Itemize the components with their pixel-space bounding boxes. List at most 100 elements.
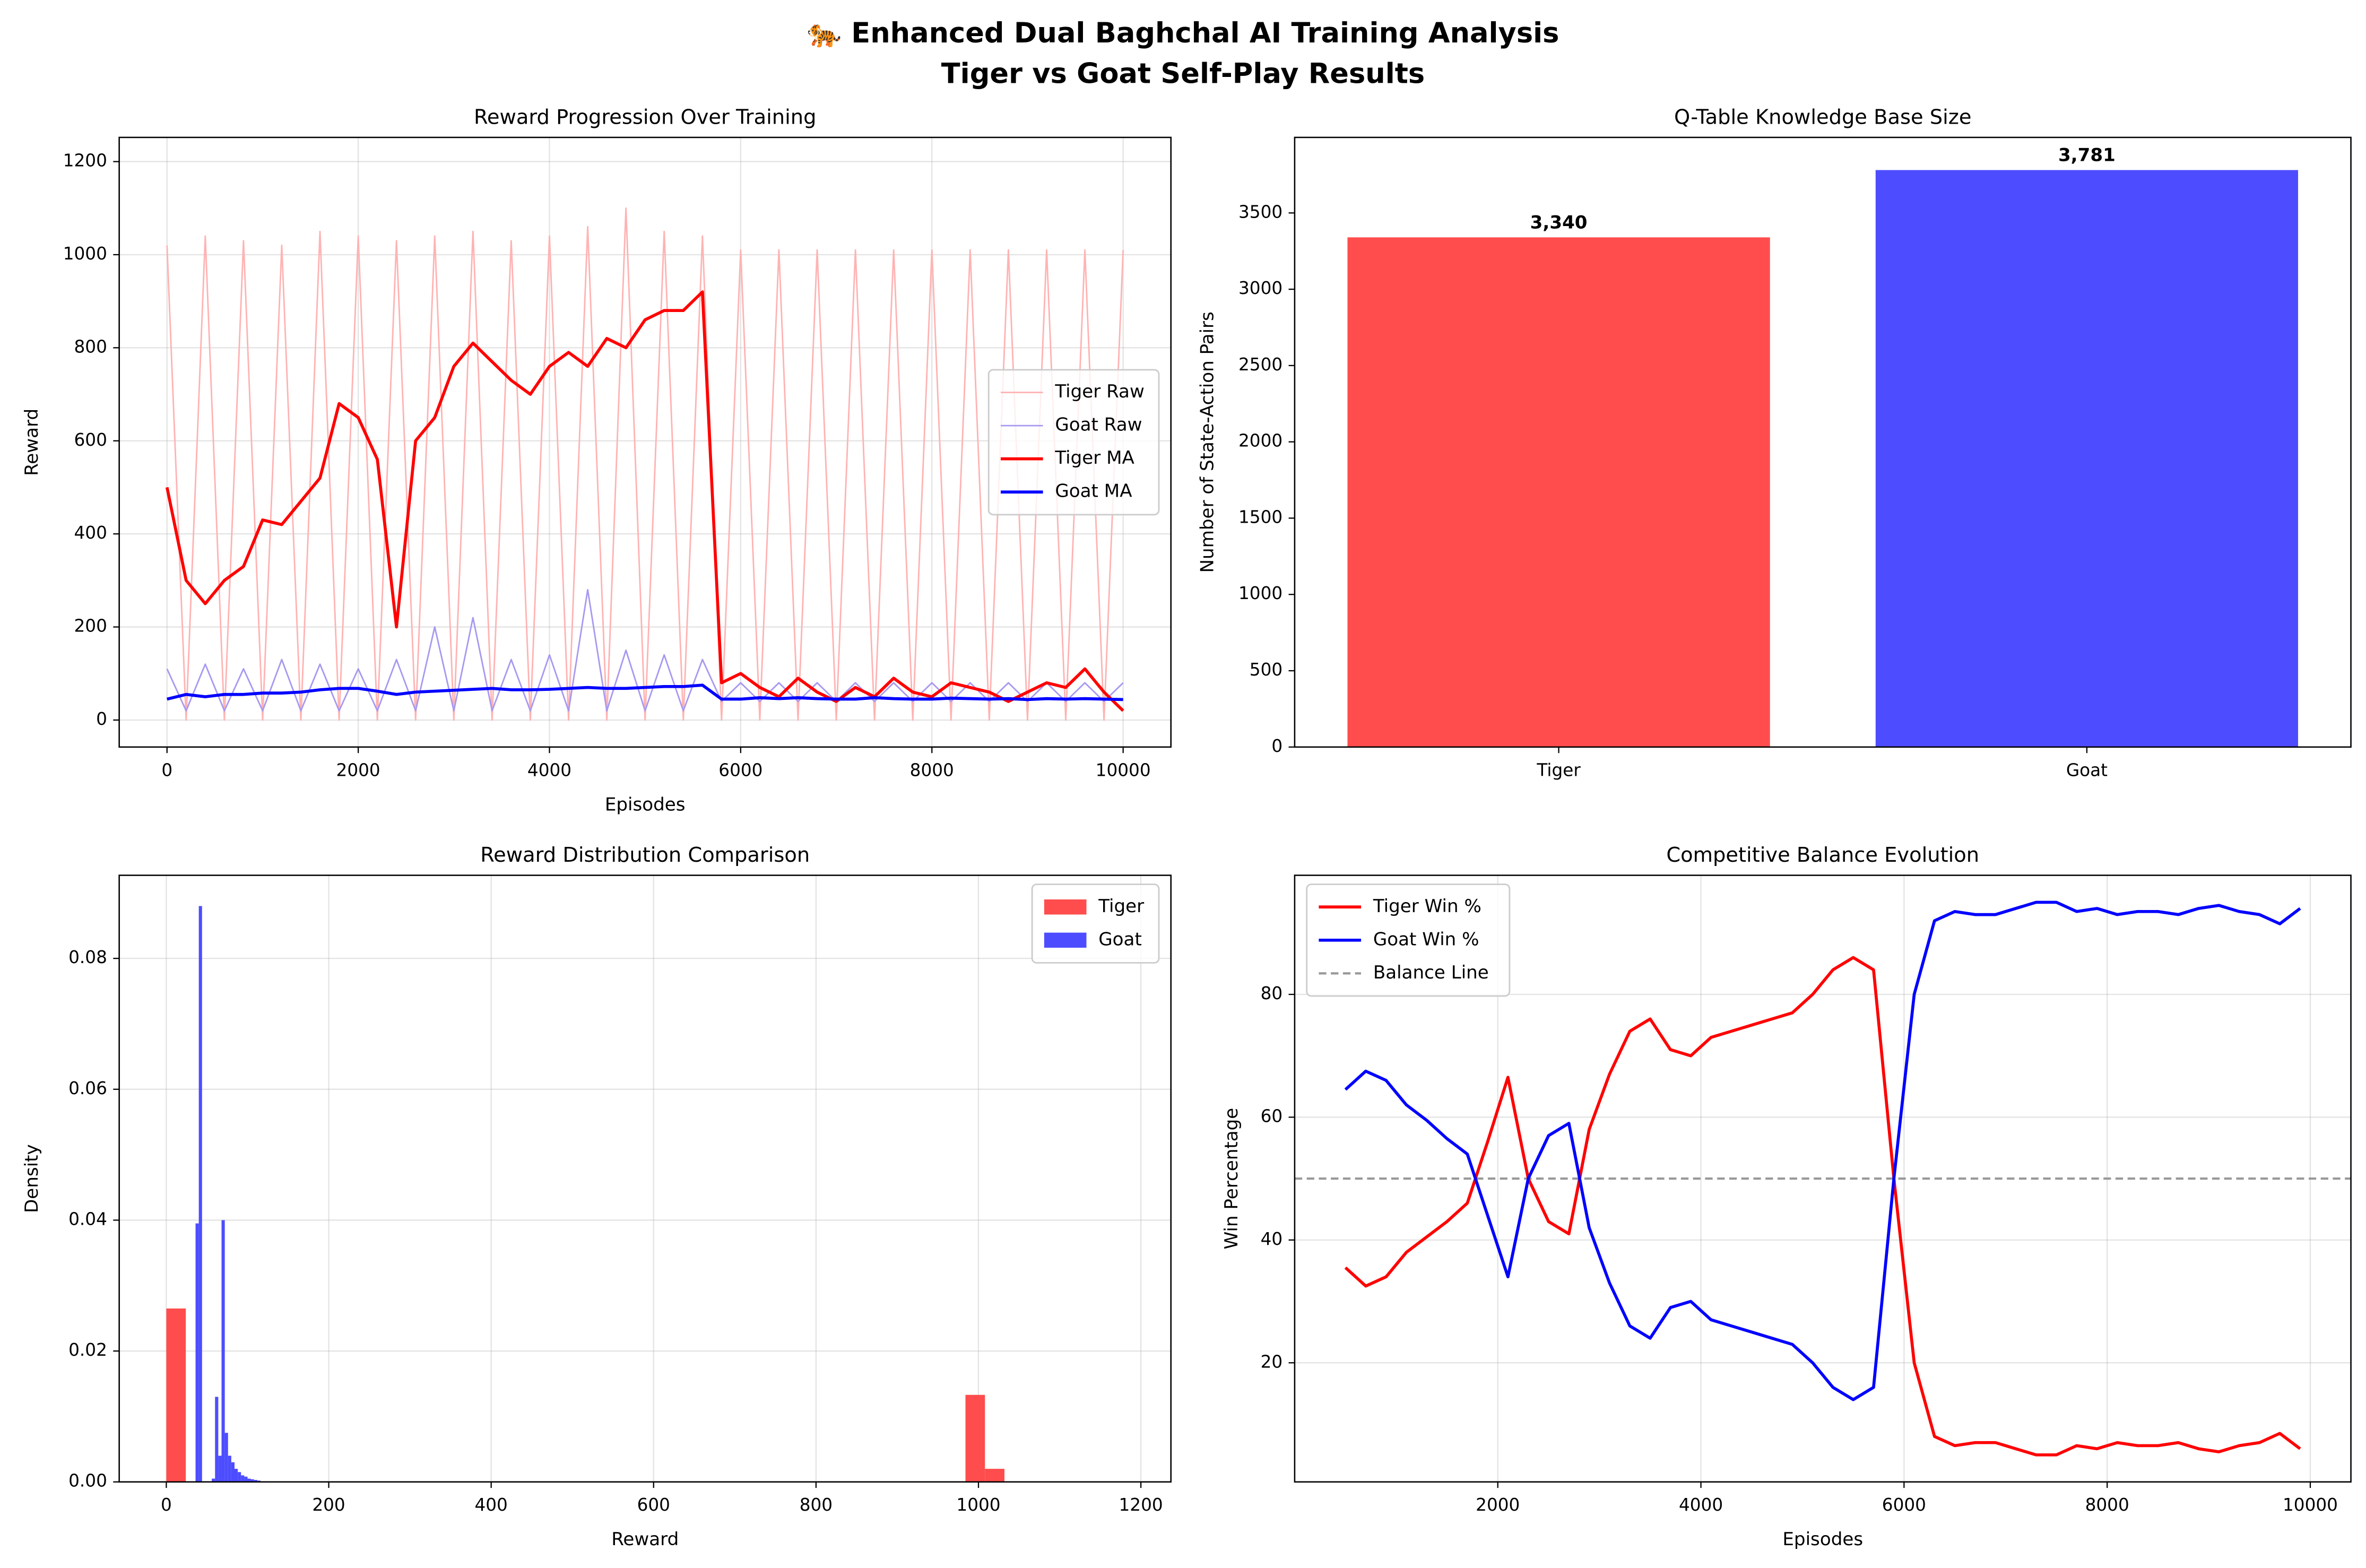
y-tick-label: 200: [74, 616, 107, 636]
histogram-bar: [224, 1433, 228, 1482]
series-line: [166, 207, 1124, 721]
series-line: [165, 290, 1124, 712]
x-tick-label: 8000: [2085, 1495, 2129, 1515]
x-axis-label: Episodes: [1782, 1529, 1863, 1550]
axes-frame: [1294, 874, 2352, 1483]
x-tick-label: 800: [800, 1495, 833, 1515]
histogram-bar: [254, 1480, 257, 1482]
legend-label: Goat Win %: [1373, 929, 1479, 950]
series-line: [167, 683, 1123, 701]
histogram-bar: [244, 1476, 248, 1482]
y-tick-label: 1000: [1238, 583, 1282, 603]
bar: [1875, 170, 2299, 747]
histogram-bar: [985, 1469, 1004, 1482]
legend-label: Tiger Win %: [1373, 896, 1481, 917]
subplot: Reward Distribution Comparison 0.00 0.02 0.…: [21, 843, 1172, 1550]
legend-swatch: [1044, 899, 1087, 915]
x-tick-label: 600: [637, 1495, 670, 1515]
y-tick-label: 80: [1261, 983, 1283, 1003]
x-axis-label: Reward: [611, 1529, 679, 1550]
series-line: [166, 588, 1124, 712]
histogram-bar: [166, 1308, 186, 1482]
subplot-title: Reward Progression Over Training: [474, 105, 816, 129]
legend-label: Goat: [1098, 929, 1142, 950]
value-label: 3,781: [2058, 144, 2116, 166]
y-tick-label: 20: [1261, 1352, 1283, 1372]
legend-label: Balance Line: [1373, 962, 1489, 983]
y-axis-label: Number of State-Action Pairs: [1197, 311, 1218, 573]
plot-area: [119, 875, 1171, 1482]
histogram-bar: [241, 1475, 245, 1482]
x-tick-label: 0: [161, 760, 172, 780]
histogram-bar: [198, 906, 202, 1482]
x-tick-label: 6000: [1882, 1495, 1926, 1515]
histogram-bar: [231, 1462, 235, 1482]
histogram-bar: [238, 1472, 241, 1482]
y-tick-label: 3500: [1238, 202, 1282, 222]
bar: [1347, 237, 1770, 747]
y-tick-label: 2000: [1238, 431, 1282, 451]
x-tick-label: 1200: [1119, 1495, 1163, 1515]
x-tick-label: 400: [474, 1495, 507, 1515]
x-tick-label: 2000: [336, 760, 380, 780]
figure-subtitle: Tiger vs Goat Self-Play Results: [941, 58, 1425, 90]
histogram-bar: [215, 1397, 219, 1482]
histogram-bar: [247, 1478, 251, 1482]
y-axis-label: Reward: [21, 409, 42, 476]
y-tick-label: 1000: [63, 244, 107, 264]
subplot: Reward Progression Over Training 0 200 400 6…: [21, 105, 1172, 815]
y-tick-label: 0: [1271, 736, 1282, 756]
histogram-bar: [221, 1220, 225, 1482]
y-tick-label: 1500: [1238, 507, 1282, 527]
histogram-bar: [228, 1456, 231, 1482]
x-tick-label: 4000: [527, 760, 571, 780]
x-tick-label: 10000: [1096, 760, 1151, 780]
y-tick-label: 600: [74, 430, 107, 450]
axes-frame: [118, 874, 1172, 1483]
legend-box: [1306, 883, 1511, 997]
x-tick-label: 6000: [718, 760, 762, 780]
legend-box: [987, 369, 1160, 516]
value-label: 3,340: [1530, 212, 1588, 233]
series-line: [1344, 900, 2301, 1401]
x-tick-label: 4000: [1679, 1495, 1723, 1515]
legend: Tiger Raw Goat Raw Tiger MA Goat MA: [987, 369, 1160, 516]
y-axis-label: Win Percentage: [1221, 1108, 1242, 1250]
y-tick-label: 0.06: [68, 1078, 107, 1098]
legend-label: Tiger: [1098, 896, 1145, 917]
y-tick-label: 0: [96, 709, 107, 729]
subplot: Competitive Balance Evolution 20 40 60 80 200…: [1221, 843, 2352, 1550]
y-tick-label: 0.02: [68, 1340, 107, 1360]
axes-frame: [1294, 136, 2352, 748]
x-axis-label: Episodes: [605, 794, 686, 815]
x-tick-label: Tiger: [1536, 760, 1581, 780]
legend-label: Tiger MA: [1054, 447, 1134, 469]
legend-label: Tiger Raw: [1054, 381, 1145, 402]
subplot: Q-Table Knowledge Base Size 0 500 1000 1500 2…: [1197, 105, 2352, 780]
y-tick-label: 2500: [1238, 354, 1282, 375]
legend: Tiger Goat: [1031, 883, 1160, 964]
y-tick-label: 0.04: [68, 1209, 107, 1229]
histogram-bar: [234, 1469, 238, 1482]
y-tick-label: 60: [1261, 1106, 1283, 1126]
y-tick-label: 1200: [63, 151, 107, 171]
y-tick-label: 40: [1261, 1229, 1283, 1249]
legend-label: Goat MA: [1055, 481, 1132, 502]
series-line: [1344, 956, 2301, 1457]
histogram-bar: [212, 1478, 215, 1482]
legend: Tiger Win % Goat Win % Balance Line: [1306, 883, 1511, 997]
histogram-bar: [250, 1479, 254, 1482]
subplot-title: Competitive Balance Evolution: [1666, 843, 1979, 867]
subplot-title: Reward Distribution Comparison: [480, 843, 810, 867]
figure-title: 🐅 Enhanced Dual Baghchal AI Training Ana…: [807, 17, 1559, 49]
axes-frame: [118, 136, 1172, 748]
histogram-bar: [965, 1394, 985, 1482]
y-tick-label: 0.08: [68, 947, 107, 967]
x-tick-label: Goat: [2066, 760, 2108, 780]
x-tick-label: 10000: [2283, 1495, 2338, 1515]
y-tick-label: 500: [1250, 660, 1282, 680]
y-tick-label: 400: [74, 523, 107, 543]
y-axis-label: Density: [21, 1144, 42, 1213]
